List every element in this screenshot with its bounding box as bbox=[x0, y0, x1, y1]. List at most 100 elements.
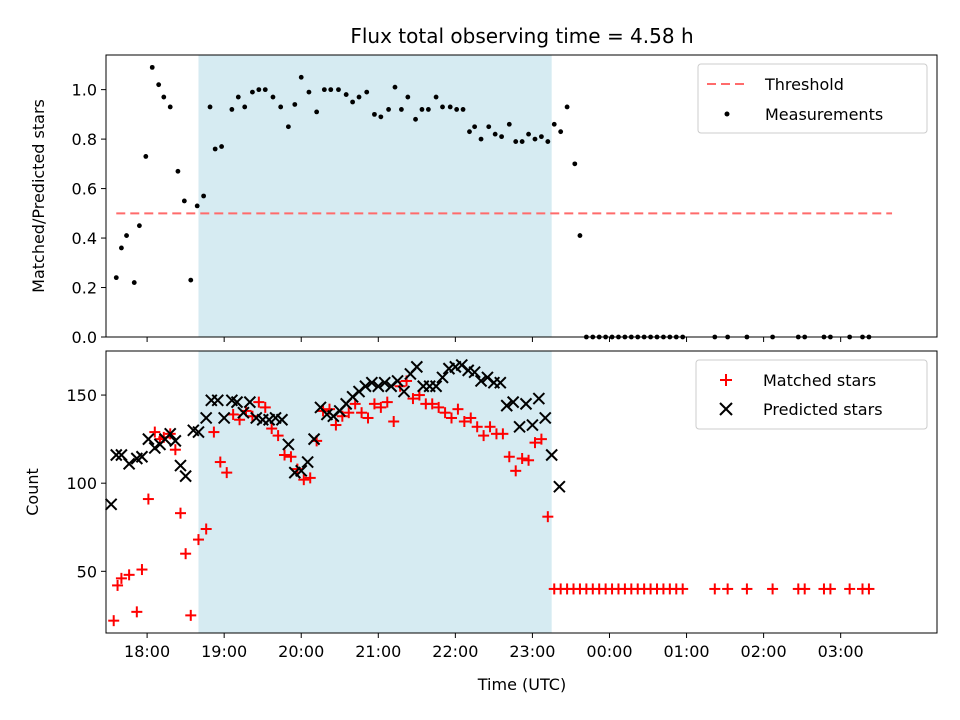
predicted-star-marker bbox=[295, 464, 308, 478]
matched-star-marker bbox=[529, 437, 541, 449]
measurement-point bbox=[364, 89, 370, 95]
matched-star-marker bbox=[115, 572, 127, 584]
measurement-point bbox=[526, 131, 531, 137]
x-tick-label: 20:00 bbox=[278, 642, 324, 661]
measurement-point bbox=[513, 139, 519, 144]
top-axis-ticks: 0.0 0.2 0.4 0.6 0.8 1.0 bbox=[72, 81, 842, 347]
predicted-star-marker bbox=[545, 448, 558, 462]
matched-star-marker bbox=[458, 416, 470, 427]
predicted-star-marker bbox=[519, 397, 533, 411]
matched-star-marker bbox=[200, 523, 212, 535]
matched-star-marker bbox=[516, 453, 528, 465]
measurement-point bbox=[262, 87, 268, 93]
measurement-point bbox=[188, 277, 194, 283]
matched-star-marker bbox=[709, 583, 721, 595]
matched-star-marker bbox=[123, 569, 135, 581]
measurement-point bbox=[545, 139, 551, 144]
matched-star-marker bbox=[439, 407, 451, 419]
y-tick-label: 100 bbox=[66, 474, 97, 493]
predicted-star-marker bbox=[506, 395, 520, 409]
measurement-point bbox=[229, 107, 235, 112]
predicted-star-marker bbox=[539, 411, 552, 425]
matched-star-marker bbox=[478, 430, 490, 442]
predicted-star-marker bbox=[122, 457, 136, 471]
matched-star-marker bbox=[214, 456, 226, 468]
measurement-point bbox=[478, 136, 484, 142]
measurement-point bbox=[499, 134, 504, 140]
measurement-point bbox=[201, 193, 207, 199]
matched-star-marker bbox=[285, 451, 297, 463]
measurement-point bbox=[577, 233, 583, 238]
measurement-point bbox=[219, 144, 224, 149]
measurement-point bbox=[405, 94, 411, 100]
measurement-point bbox=[467, 129, 472, 135]
measurement-point bbox=[250, 89, 255, 95]
measurement-point bbox=[386, 107, 391, 112]
top-legend-box bbox=[697, 63, 928, 134]
predicted-star-marker bbox=[211, 394, 224, 407]
matched-star-marker bbox=[136, 564, 148, 576]
matched-star-marker bbox=[246, 410, 258, 422]
bottom-legend-box bbox=[695, 359, 928, 430]
matched-star-marker bbox=[503, 451, 515, 463]
predicted-star-marker bbox=[199, 411, 213, 425]
matched-star-marker bbox=[192, 534, 204, 546]
matched-star-marker bbox=[142, 493, 154, 505]
y-tick-label: 1.0 bbox=[72, 81, 97, 100]
matched-star-marker bbox=[799, 583, 811, 595]
predicted-star-marker bbox=[474, 374, 488, 388]
measurement-point bbox=[454, 107, 460, 112]
measurement-point bbox=[235, 94, 241, 100]
matched-star-marker bbox=[272, 430, 284, 442]
measurement-point bbox=[242, 104, 248, 110]
predicted-star-marker bbox=[275, 413, 289, 426]
measurement-point bbox=[343, 92, 349, 97]
measurement-point bbox=[472, 124, 478, 130]
predicted-star-marker bbox=[526, 418, 539, 432]
predicted-star-marker bbox=[436, 371, 449, 384]
measurement-point bbox=[175, 168, 181, 174]
matched-star-marker bbox=[112, 579, 124, 591]
measurement-point bbox=[119, 245, 124, 251]
predicted-star-marker bbox=[301, 455, 314, 469]
predicted-star-marker bbox=[135, 450, 149, 463]
predicted-star-marker bbox=[217, 411, 231, 425]
matched-star-marker bbox=[677, 583, 689, 595]
measurement-point bbox=[336, 87, 341, 93]
x-tick-label: 19:00 bbox=[201, 642, 247, 661]
predicted-star-marker bbox=[378, 376, 391, 389]
measurement-point bbox=[413, 116, 418, 122]
matched-star-marker bbox=[471, 421, 483, 433]
measurement-point bbox=[392, 84, 398, 90]
measurement-point bbox=[572, 161, 578, 167]
predicted-star-marker bbox=[282, 438, 295, 451]
measurement-point bbox=[425, 107, 431, 112]
matched-star-marker bbox=[510, 465, 522, 477]
matched-star-marker bbox=[767, 583, 779, 595]
predicted-star-marker bbox=[179, 469, 192, 483]
measurement-point bbox=[539, 134, 544, 140]
x-tick-label: 01:00 bbox=[663, 642, 709, 661]
bottom-panel: 18:00 19:00 20:00 21:00 22:00 23:00 00:00 01:00… bbox=[23, 350, 938, 694]
predicted-star-marker bbox=[391, 374, 404, 388]
predicted-star-marker bbox=[110, 448, 123, 462]
predicted-star-marker bbox=[372, 380, 385, 393]
x-tick-label: 03:00 bbox=[818, 642, 864, 661]
matched-star-marker bbox=[279, 449, 291, 461]
top-title: Flux total observing time = 4.58 h bbox=[350, 24, 693, 48]
matched-star-marker bbox=[362, 412, 374, 424]
bottom-axis-ticks: 18:00 19:00 20:00 21:00 22:00 23:00 00:00 01:00… bbox=[66, 386, 863, 661]
measurement-point bbox=[321, 87, 327, 93]
top-plot-frame bbox=[105, 54, 938, 338]
predicted-star-marker bbox=[192, 425, 205, 439]
matched-star-marker bbox=[722, 583, 734, 595]
predicted-star-marker bbox=[500, 399, 513, 412]
legend-predicted-swatch bbox=[719, 402, 733, 416]
measurement-point bbox=[278, 104, 284, 110]
predicted-star-marker bbox=[104, 498, 118, 511]
measurement-point bbox=[124, 233, 129, 238]
y-tick-label: 0.6 bbox=[72, 180, 97, 199]
matched-star-marker bbox=[452, 403, 464, 415]
bottom-shaded-region bbox=[198, 351, 552, 633]
predicted-star-marker bbox=[164, 427, 177, 441]
